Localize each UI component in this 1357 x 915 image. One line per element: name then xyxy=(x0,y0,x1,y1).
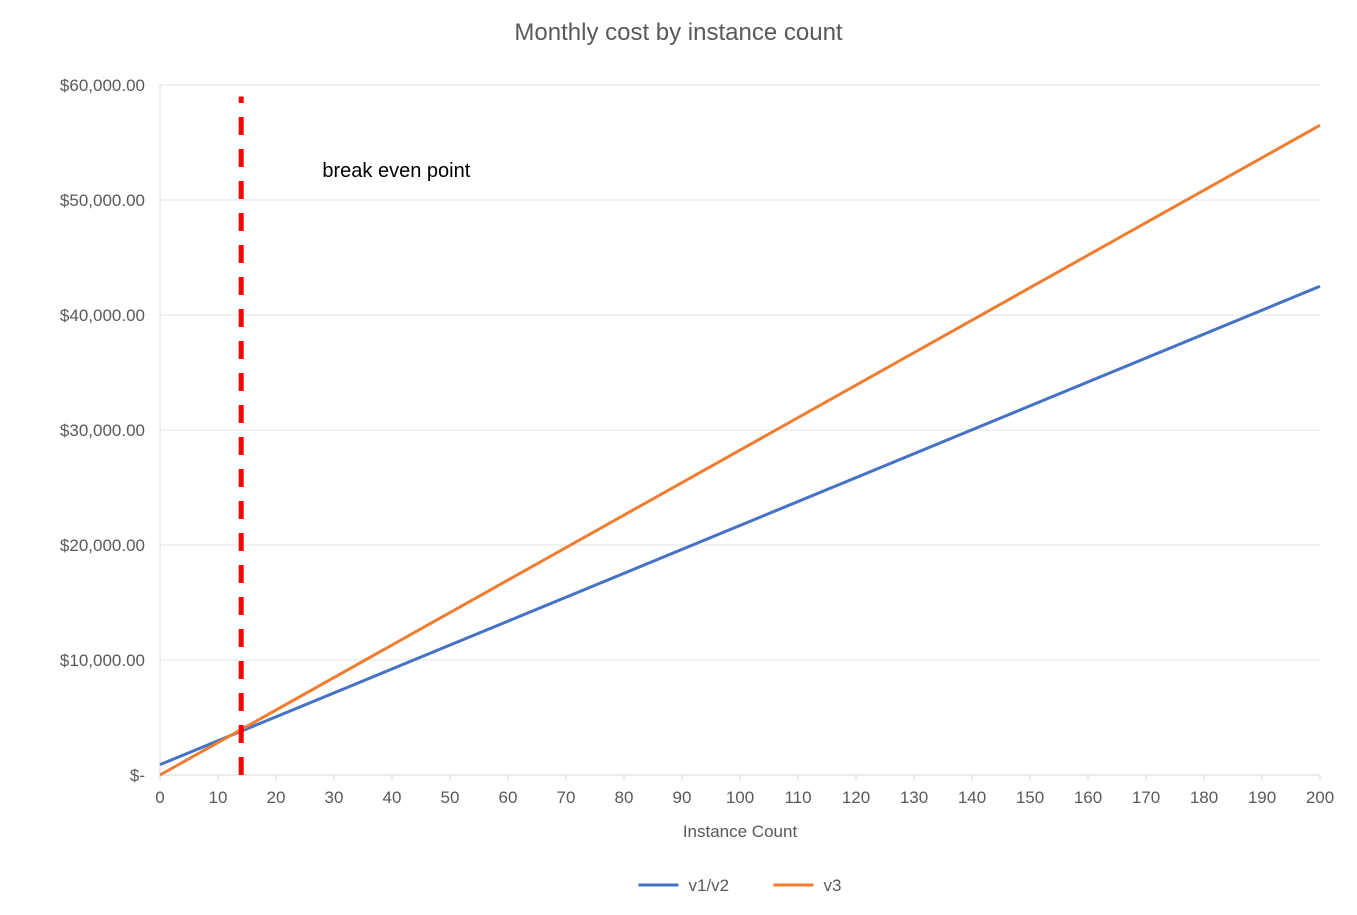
x-tick-label: 120 xyxy=(842,788,870,807)
chart-title: Monthly cost by instance count xyxy=(514,19,843,46)
x-tick-label: 30 xyxy=(325,788,344,807)
y-tick-label: $40,000.00 xyxy=(60,306,145,325)
x-tick-label: 10 xyxy=(209,788,228,807)
x-tick-label: 50 xyxy=(441,788,460,807)
y-tick-label: $- xyxy=(130,766,145,785)
x-tick-label: 170 xyxy=(1132,788,1160,807)
x-tick-label: 70 xyxy=(557,788,576,807)
line-chart: Monthly cost by instance count $- $10,000.… xyxy=(0,0,1357,915)
y-tick-label: $60,000.00 xyxy=(60,76,145,95)
x-tick-label: 150 xyxy=(1016,788,1044,807)
x-tick-label: 190 xyxy=(1248,788,1276,807)
x-tick-label: 110 xyxy=(784,788,811,807)
y-tick-label: $20,000.00 xyxy=(60,536,145,555)
legend-label: v1/v2 xyxy=(689,876,730,895)
x-tick-label: 60 xyxy=(499,788,518,807)
x-axis-label: Instance Count xyxy=(683,822,798,841)
y-tick-label: $10,000.00 xyxy=(60,651,145,670)
chart-background xyxy=(0,0,1357,915)
chart-container: Monthly cost by instance count $- $10,000.… xyxy=(0,0,1357,915)
legend-label: v3 xyxy=(824,876,842,895)
x-tick-label: 140 xyxy=(958,788,986,807)
x-tick-label: 0 xyxy=(155,788,164,807)
x-tick-label: 20 xyxy=(267,788,286,807)
x-tick-label: 180 xyxy=(1190,788,1218,807)
x-tick-label: 200 xyxy=(1306,788,1334,807)
x-tick-label: 100 xyxy=(726,788,754,807)
x-tick-label: 90 xyxy=(673,788,692,807)
y-tick-label: $50,000.00 xyxy=(60,191,145,210)
x-tick-label: 80 xyxy=(615,788,634,807)
y-tick-label: $30,000.00 xyxy=(60,421,145,440)
break-even-label: break even point xyxy=(322,160,470,182)
x-tick-label: 130 xyxy=(900,788,928,807)
x-tick-label: 40 xyxy=(383,788,402,807)
x-tick-label: 160 xyxy=(1074,788,1102,807)
